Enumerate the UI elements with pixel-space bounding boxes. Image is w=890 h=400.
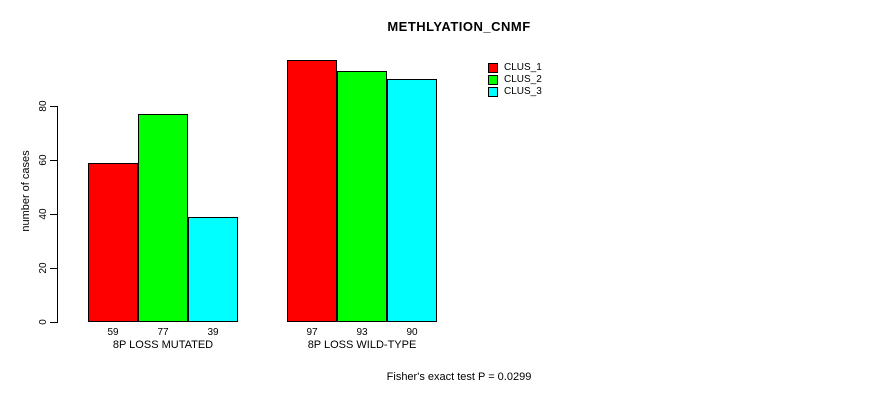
legend-label: CLUS_1 bbox=[504, 62, 542, 73]
y-axis-tick-label: 20 bbox=[37, 262, 49, 274]
legend-label: CLUS_3 bbox=[504, 86, 542, 97]
y-axis-label: number of cases bbox=[20, 150, 32, 232]
category-label: 8P LOSS MUTATED bbox=[112, 339, 214, 351]
bar-value-label: 90 bbox=[406, 327, 418, 338]
category-label: 8P LOSS WILD-TYPE bbox=[307, 339, 417, 351]
legend-swatch-clus_1 bbox=[488, 63, 498, 73]
bar-clus_3-2 bbox=[387, 79, 437, 322]
y-axis-tick-label: 80 bbox=[37, 100, 49, 112]
fisher-test-note: Fisher's exact test P = 0.0299 bbox=[386, 371, 532, 383]
y-axis-tick-label: 40 bbox=[37, 208, 49, 220]
bar-value-label: 77 bbox=[157, 327, 169, 338]
legend-label: CLUS_2 bbox=[504, 74, 542, 85]
y-axis-tick bbox=[50, 106, 57, 107]
y-axis-tick bbox=[50, 160, 57, 161]
y-axis-tick bbox=[50, 214, 57, 215]
legend-item: CLUS_1 bbox=[488, 62, 542, 74]
chart-title: METHLYATION_CNMF bbox=[387, 19, 531, 34]
legend-swatch-clus_2 bbox=[488, 75, 498, 85]
y-axis-tick bbox=[50, 322, 57, 323]
bar-clus_3-1 bbox=[188, 217, 238, 322]
bar-clus_2-2 bbox=[337, 71, 387, 322]
bar-clus_1-1 bbox=[88, 163, 138, 322]
legend-item: CLUS_3 bbox=[488, 86, 542, 98]
bar-clus_2-1 bbox=[138, 114, 188, 322]
y-axis-tick-label: 60 bbox=[37, 154, 49, 166]
y-axis-line bbox=[57, 106, 58, 323]
y-axis-tick-label: 0 bbox=[37, 319, 49, 325]
bar-value-label: 97 bbox=[306, 327, 318, 338]
bar-value-label: 93 bbox=[356, 327, 368, 338]
bar-value-label: 59 bbox=[107, 327, 119, 338]
bar-value-label: 39 bbox=[207, 327, 219, 338]
bar-clus_1-2 bbox=[287, 60, 337, 322]
legend-item: CLUS_2 bbox=[488, 74, 542, 86]
y-axis-tick bbox=[50, 268, 57, 269]
legend: CLUS_1 CLUS_2 CLUS_3 bbox=[488, 62, 542, 98]
legend-swatch-clus_3 bbox=[488, 87, 498, 97]
